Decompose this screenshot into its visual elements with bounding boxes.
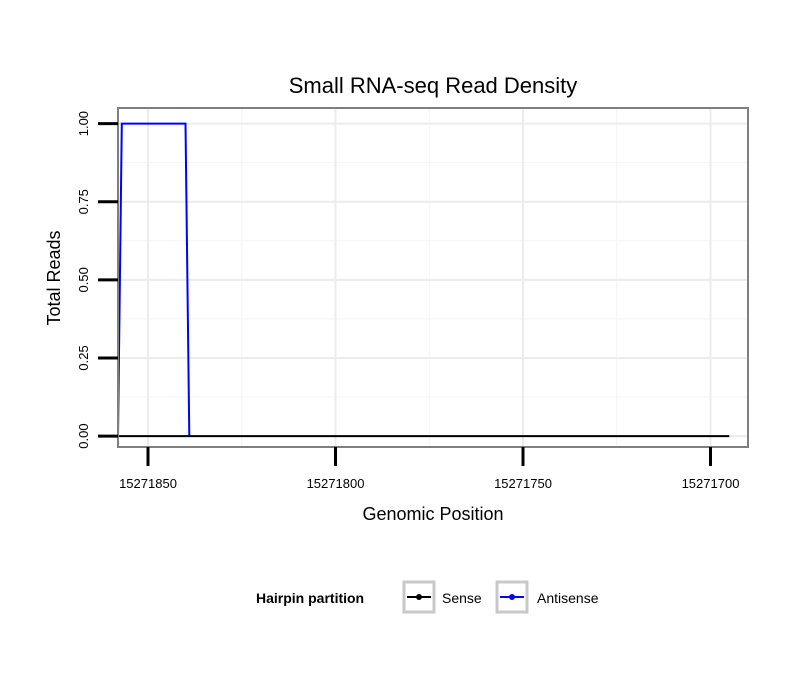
- x-tick-label: 15271850: [119, 476, 177, 491]
- legend-label-sense: Sense: [442, 590, 482, 606]
- y-axis: 0.00 0.25 0.50 0.75 1.00: [76, 111, 118, 449]
- y-tick-label: 0.75: [76, 189, 91, 214]
- legend-key-sense: Sense: [402, 580, 482, 614]
- x-axis-label: Genomic Position: [362, 504, 503, 524]
- x-tick-label: 15271750: [494, 476, 552, 491]
- legend-title: Hairpin partition: [256, 590, 364, 606]
- panel-grid: [118, 108, 748, 447]
- y-tick-label: 0.25: [76, 345, 91, 370]
- legend-key-antisense: Antisense: [495, 580, 599, 614]
- y-tick-label: 0.50: [76, 267, 91, 292]
- chart-title: Small RNA-seq Read Density: [289, 73, 578, 98]
- legend-key-antisense-point: [509, 594, 515, 600]
- y-axis-label: Total Reads: [44, 230, 64, 325]
- y-tick-label: 1.00: [76, 111, 91, 136]
- legend-key-sense-point: [416, 594, 422, 600]
- y-tick-label: 0.00: [76, 423, 91, 448]
- legend: Hairpin partition Sense Antisense: [256, 580, 599, 614]
- plot-panel-border: [117, 107, 749, 448]
- series-line-antisense: [117, 122, 191, 437]
- legend-label-antisense: Antisense: [537, 590, 599, 606]
- x-axis: 15271850 15271800 15271750 15271700: [119, 447, 739, 491]
- x-tick-label: 15271700: [682, 476, 740, 491]
- x-tick-label: 15271800: [307, 476, 365, 491]
- series-layer: [117, 122, 730, 438]
